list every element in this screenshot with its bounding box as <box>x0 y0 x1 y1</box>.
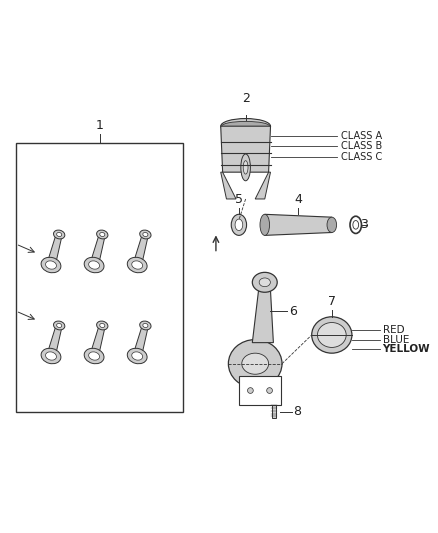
Ellipse shape <box>57 232 62 237</box>
Polygon shape <box>255 172 271 199</box>
Text: 8: 8 <box>293 405 301 418</box>
Ellipse shape <box>231 214 247 236</box>
Polygon shape <box>47 325 62 357</box>
Text: 1: 1 <box>95 119 103 132</box>
Ellipse shape <box>260 214 269 236</box>
Ellipse shape <box>140 321 151 330</box>
Polygon shape <box>221 172 236 199</box>
Text: RED: RED <box>382 325 404 335</box>
Polygon shape <box>133 325 148 357</box>
Ellipse shape <box>242 353 268 374</box>
Ellipse shape <box>132 261 143 269</box>
Polygon shape <box>252 282 273 343</box>
Ellipse shape <box>318 322 346 348</box>
Circle shape <box>267 387 272 393</box>
Ellipse shape <box>100 324 105 328</box>
Text: YELLOW: YELLOW <box>382 344 430 354</box>
Text: CLASS A: CLASS A <box>341 131 382 141</box>
Bar <box>268 392 280 402</box>
Ellipse shape <box>88 352 99 360</box>
Ellipse shape <box>127 348 147 364</box>
Ellipse shape <box>41 348 61 364</box>
Ellipse shape <box>46 261 57 269</box>
Ellipse shape <box>84 348 104 364</box>
Text: 5: 5 <box>235 193 243 206</box>
Ellipse shape <box>221 118 271 134</box>
Text: 6: 6 <box>289 304 297 318</box>
Text: CLASS B: CLASS B <box>341 141 383 151</box>
Polygon shape <box>90 325 105 357</box>
Polygon shape <box>265 214 332 236</box>
Polygon shape <box>47 233 62 266</box>
Ellipse shape <box>222 122 269 131</box>
Ellipse shape <box>228 340 282 388</box>
Ellipse shape <box>127 257 147 273</box>
Ellipse shape <box>327 217 336 232</box>
Ellipse shape <box>46 352 57 360</box>
Text: 7: 7 <box>328 295 336 308</box>
Polygon shape <box>90 233 105 266</box>
Ellipse shape <box>241 154 251 181</box>
Ellipse shape <box>243 160 248 174</box>
Ellipse shape <box>53 230 65 239</box>
Ellipse shape <box>140 230 151 239</box>
Polygon shape <box>133 233 148 266</box>
Ellipse shape <box>100 232 105 237</box>
Ellipse shape <box>259 278 270 287</box>
Text: 2: 2 <box>242 92 250 105</box>
Ellipse shape <box>53 321 65 330</box>
Circle shape <box>247 387 253 393</box>
Bar <box>16 143 184 411</box>
Ellipse shape <box>88 261 99 269</box>
Ellipse shape <box>353 221 359 229</box>
Polygon shape <box>221 126 271 172</box>
Text: 4: 4 <box>294 193 302 206</box>
Ellipse shape <box>143 232 148 237</box>
Ellipse shape <box>97 230 108 239</box>
Ellipse shape <box>57 324 62 328</box>
Ellipse shape <box>312 317 352 353</box>
Ellipse shape <box>252 272 277 292</box>
Ellipse shape <box>97 321 108 330</box>
Ellipse shape <box>41 257 61 273</box>
Ellipse shape <box>84 257 104 273</box>
Ellipse shape <box>143 324 148 328</box>
Text: CLASS C: CLASS C <box>341 152 383 162</box>
Bar <box>272 402 276 418</box>
Ellipse shape <box>235 219 243 231</box>
Text: BLUE: BLUE <box>382 335 409 345</box>
Ellipse shape <box>132 352 143 360</box>
Bar <box>239 376 281 405</box>
Text: 3: 3 <box>360 219 368 231</box>
